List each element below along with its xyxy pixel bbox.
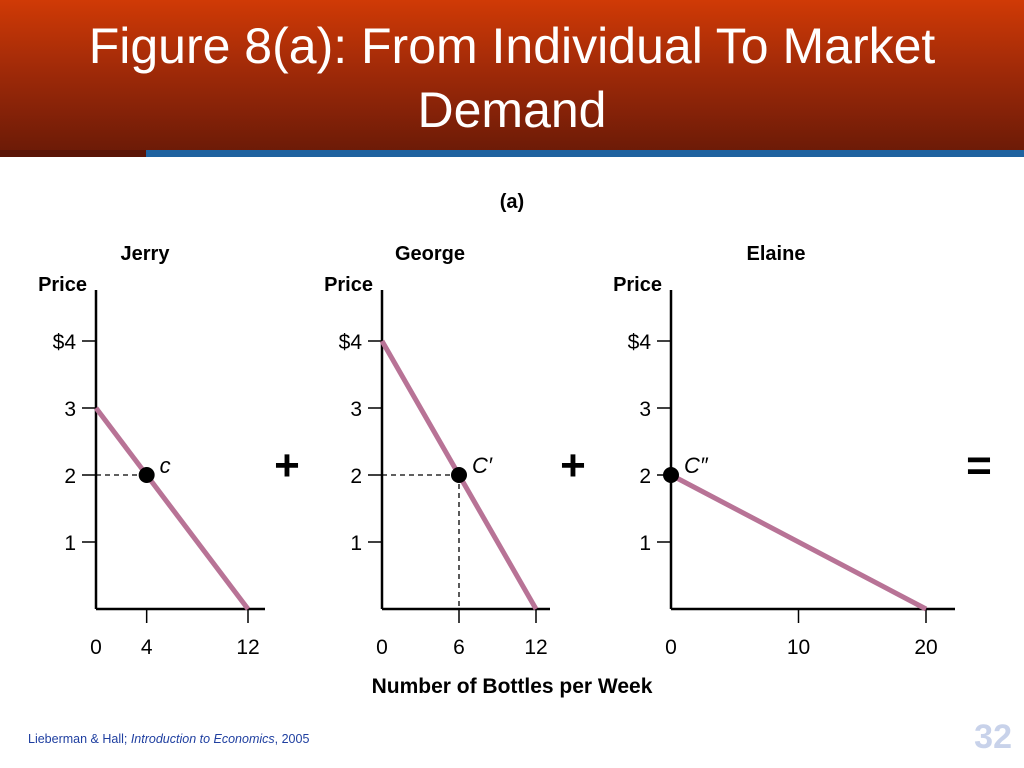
panel-jerry-point-label: c xyxy=(160,453,171,478)
panel-george-y-tick-label: 2 xyxy=(350,465,362,488)
panel-elaine-x-tick-label: 20 xyxy=(914,636,937,659)
panel-george-y-tick-label: $4 xyxy=(339,331,363,354)
page-number: 32 xyxy=(974,718,1012,756)
panel-george-x-tick-label: 6 xyxy=(453,636,465,659)
panel-george-ylabel: Price xyxy=(324,274,373,296)
panel-jerry-x-tick-label: 0 xyxy=(90,636,102,659)
panel-jerry-name: Jerry xyxy=(121,243,171,265)
panel-elaine-y-tick-label: 1 xyxy=(639,532,651,555)
panel-george-y-tick-label: 1 xyxy=(350,532,362,555)
footer-book: Introduction to Economics xyxy=(130,732,275,746)
x-axis-label: Number of Bottles per Week xyxy=(372,675,653,698)
operator-plus: + xyxy=(274,441,300,490)
panel-george-name: George xyxy=(395,243,465,265)
panel-george-x-tick-label: 0 xyxy=(376,636,388,659)
panel-elaine-x-tick-label: 10 xyxy=(787,636,810,659)
panel-elaine-ylabel: Price xyxy=(613,274,662,296)
panel-elaine-name: Elaine xyxy=(747,243,806,265)
panel-jerry-y-tick-label: 2 xyxy=(64,465,76,488)
accent-bar xyxy=(146,150,1024,157)
footer-citation: Lieberman & Hall; Introduction to Econom… xyxy=(28,732,309,746)
slide-title: Figure 8(a): From Individual To Market D… xyxy=(0,14,1024,142)
panel-elaine-y-tick-label: 3 xyxy=(639,398,651,421)
accent-bar-left xyxy=(0,150,146,157)
panel-elaine-point xyxy=(663,467,679,483)
panel-jerry-ylabel: Price xyxy=(38,274,87,296)
panel-jerry-demand-line xyxy=(94,406,250,611)
slide-title-line2: Demand xyxy=(417,82,607,138)
panel-jerry-y-tick-label: $4 xyxy=(53,331,77,354)
panel-george-point-label: C′ xyxy=(472,453,493,478)
panel-george-y-tick-label: 3 xyxy=(350,398,362,421)
slide-title-line1: Figure 8(a): From Individual To Market xyxy=(88,18,936,74)
footer-authors: Lieberman & Hall; xyxy=(28,732,131,746)
footer-year: , 2005 xyxy=(274,732,310,746)
panel-jerry-point xyxy=(138,467,155,483)
panel-elaine-y-tick-label: $4 xyxy=(628,331,652,354)
title-banner: Figure 8(a): From Individual To Market D… xyxy=(0,0,1024,155)
operator-equals: = xyxy=(966,441,992,490)
panel-elaine-x-tick-label: 0 xyxy=(665,636,677,659)
panel-label: (a) xyxy=(500,191,524,213)
panel-george-x-tick-label: 12 xyxy=(524,636,547,659)
panel-jerry-y-tick-label: 1 xyxy=(64,532,76,555)
panel-jerry-y-tick-label: 3 xyxy=(64,398,76,421)
operator-plus: + xyxy=(560,441,586,490)
panel-george-point xyxy=(451,467,467,483)
panel-elaine-point-label: C″ xyxy=(684,453,709,478)
panel-elaine-demand-line xyxy=(669,472,928,612)
panel-jerry-x-tick-label: 12 xyxy=(236,636,259,659)
panel-elaine-y-tick-label: 2 xyxy=(639,465,651,488)
panel-jerry-x-tick-label: 4 xyxy=(141,636,153,659)
